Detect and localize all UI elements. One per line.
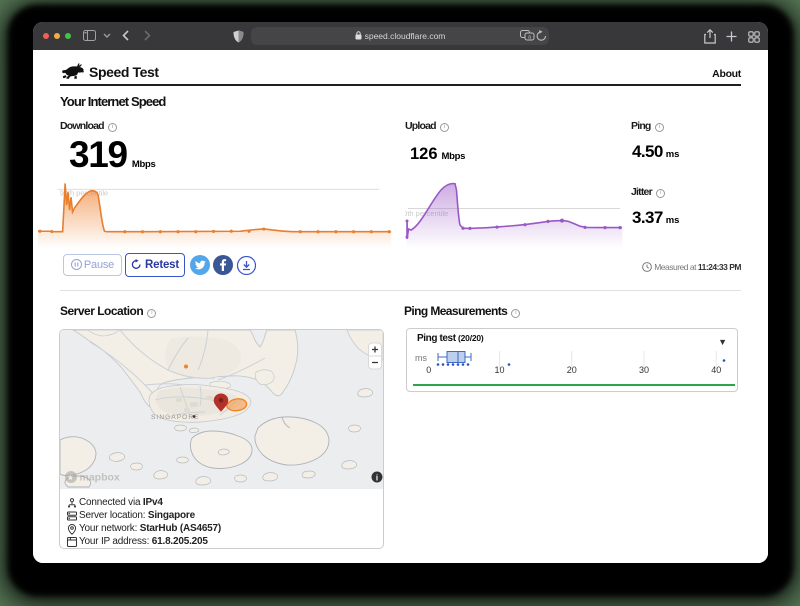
svg-text:30: 30: [639, 365, 649, 375]
svg-text:10: 10: [494, 365, 504, 375]
svg-text:20: 20: [567, 365, 577, 375]
svg-text:i: i: [376, 474, 378, 483]
svg-text:0: 0: [426, 365, 431, 375]
svg-text:a: a: [528, 35, 532, 41]
svg-text:★: ★: [67, 473, 74, 482]
svg-text:mapbox: mapbox: [80, 472, 120, 484]
svg-text:40: 40: [711, 365, 721, 375]
svg-text:ms: ms: [415, 353, 427, 363]
svg-text:SINGAPORE: SINGAPORE: [151, 414, 200, 421]
svg-text:90th percentile: 90th percentile: [60, 189, 108, 198]
